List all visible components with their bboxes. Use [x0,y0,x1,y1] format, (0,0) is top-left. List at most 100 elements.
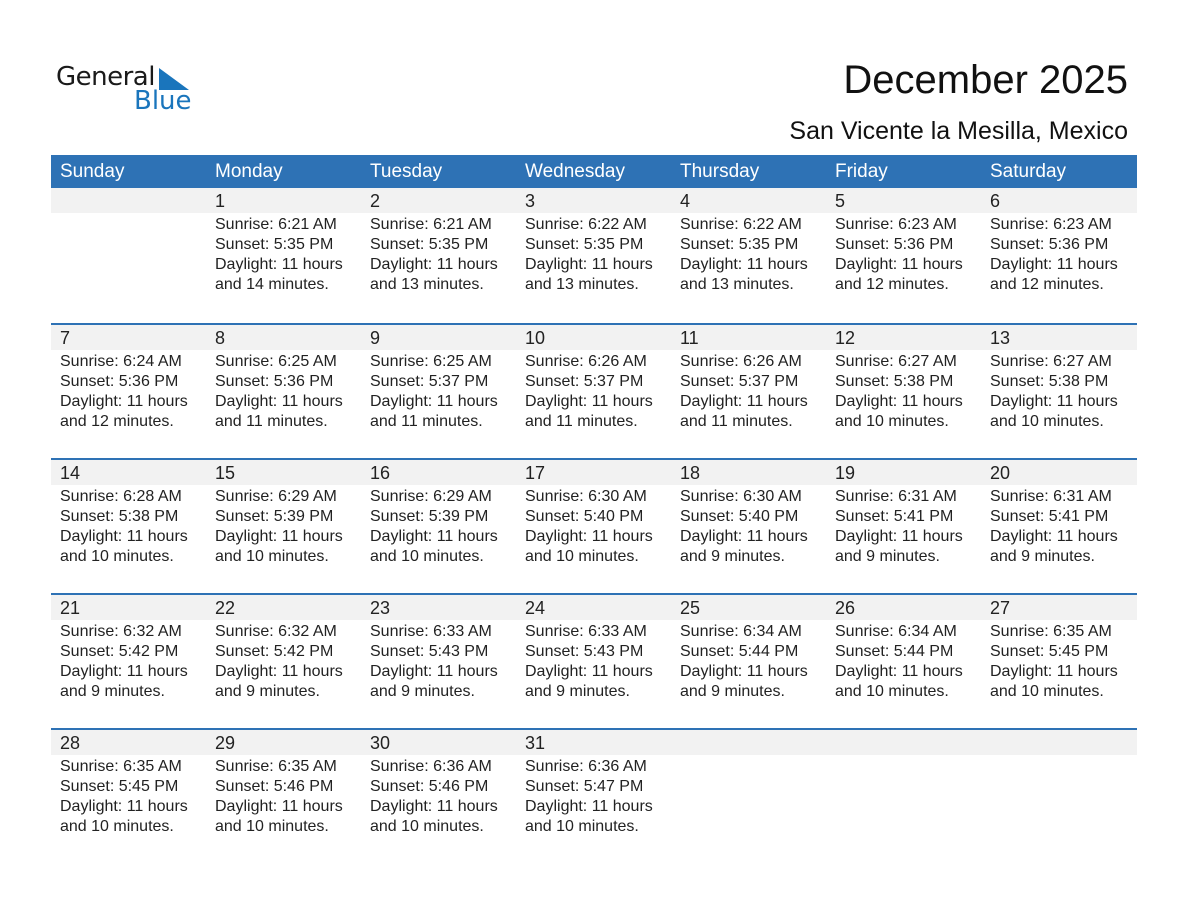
sunrise-text: Sunrise: 6:36 AM [525,758,647,775]
daylight-minutes-text: and 9 minutes. [215,683,320,700]
day-number: 9 [370,328,381,348]
daylight-text: Daylight: 11 hours [215,393,343,410]
daylight-minutes-text: and 9 minutes. [990,548,1095,565]
day-number: 12 [835,328,856,348]
daylight-minutes-text: and 11 minutes. [370,413,483,430]
day-cell: 19 Sunrise: 6:31 AM Sunset: 5:41 PM Dayligh… [826,460,981,567]
daylight-minutes-text: and 10 minutes. [990,683,1104,700]
sunrise-text: Sunrise: 6:21 AM [215,216,337,233]
daylight-minutes-text: and 9 minutes. [680,683,785,700]
sunset-text: Sunset: 5:37 PM [680,373,799,390]
day-cell: 1 Sunrise: 6:21 AM Sunset: 5:35 PM Daylight… [206,188,361,295]
day-cell: 24 Sunrise: 6:33 AM Sunset: 5:43 PM Dayligh… [516,595,671,702]
day-number: 29 [215,733,236,753]
sunset-text: Sunset: 5:35 PM [525,236,644,253]
daylight-minutes-text: and 10 minutes. [835,413,949,430]
sunset-text: Sunset: 5:45 PM [60,778,179,795]
day-cell: 12 Sunrise: 6:27 AM Sunset: 5:38 PM Dayligh… [826,325,981,432]
day-number: 1 [215,191,226,211]
sunrise-text: Sunrise: 6:25 AM [215,353,337,370]
daylight-text: Daylight: 11 hours [215,798,343,815]
daylight-text: Daylight: 11 hours [60,798,188,815]
date-strip [51,188,1137,213]
week-row: 28 Sunrise: 6:35 AM Sunset: 5:45 PM Dayligh… [51,728,1137,863]
sunrise-text: Sunrise: 6:34 AM [680,623,802,640]
day-number: 6 [990,191,1001,211]
sunset-text: Sunset: 5:42 PM [215,643,334,660]
day-number: 24 [525,598,546,618]
sunrise-text: Sunrise: 6:22 AM [525,216,647,233]
sunset-text: Sunset: 5:35 PM [215,236,334,253]
daylight-minutes-text: and 12 minutes. [60,413,174,430]
daylight-text: Daylight: 11 hours [990,256,1118,273]
sunrise-text: Sunrise: 6:23 AM [835,216,957,233]
day-number: 22 [215,598,236,618]
sunrise-text: Sunrise: 6:29 AM [215,488,337,505]
day-cell: 5 Sunrise: 6:23 AM Sunset: 5:36 PM Daylight… [826,188,981,295]
daylight-minutes-text: and 13 minutes. [370,276,484,293]
day-number: 17 [525,463,546,483]
sunset-text: Sunset: 5:43 PM [525,643,644,660]
daylight-minutes-text: and 10 minutes. [370,818,484,835]
empty-cell [826,730,981,837]
daylight-minutes-text: and 11 minutes. [680,413,793,430]
day-number: 20 [990,463,1011,483]
sunrise-text: Sunrise: 6:31 AM [990,488,1112,505]
day-number: 10 [525,328,546,348]
daylight-minutes-text: and 10 minutes. [215,548,329,565]
day-number: 30 [370,733,391,753]
day-number: 27 [990,598,1011,618]
daylight-minutes-text: and 11 minutes. [215,413,328,430]
sunset-text: Sunset: 5:47 PM [525,778,644,795]
daylight-text: Daylight: 11 hours [370,256,498,273]
sunrise-text: Sunrise: 6:35 AM [215,758,337,775]
daylight-minutes-text: and 9 minutes. [370,683,475,700]
sunrise-text: Sunrise: 6:23 AM [990,216,1112,233]
daylight-text: Daylight: 11 hours [525,256,653,273]
sunrise-text: Sunrise: 6:26 AM [525,353,647,370]
day-cell: 17 Sunrise: 6:30 AM Sunset: 5:40 PM Dayligh… [516,460,671,567]
day-number: 5 [835,191,846,211]
daylight-minutes-text: and 14 minutes. [215,276,329,293]
sunrise-text: Sunrise: 6:29 AM [370,488,492,505]
logo-triangle-icon [159,68,189,90]
sunset-text: Sunset: 5:41 PM [835,508,954,525]
day-cell: 27 Sunrise: 6:35 AM Sunset: 5:45 PM Dayligh… [981,595,1136,702]
day-number: 21 [60,598,81,618]
daylight-text: Daylight: 11 hours [835,393,963,410]
daylight-text: Daylight: 11 hours [60,393,188,410]
daylight-text: Daylight: 11 hours [60,528,188,545]
day-number: 11 [680,328,699,348]
day-cell: 25 Sunrise: 6:34 AM Sunset: 5:44 PM Dayligh… [671,595,826,702]
daylight-text: Daylight: 11 hours [680,256,808,273]
daylight-minutes-text: and 10 minutes. [60,548,174,565]
daylight-text: Daylight: 11 hours [680,393,808,410]
day-number: 26 [835,598,856,618]
day-number: 4 [680,191,691,211]
day-cell: 26 Sunrise: 6:34 AM Sunset: 5:44 PM Dayligh… [826,595,981,702]
sunrise-text: Sunrise: 6:32 AM [215,623,337,640]
day-cell: 10 Sunrise: 6:26 AM Sunset: 5:37 PM Dayligh… [516,325,671,432]
daylight-minutes-text: and 9 minutes. [525,683,630,700]
day-cell: 4 Sunrise: 6:22 AM Sunset: 5:35 PM Daylight… [671,188,826,295]
day-cell: 14 Sunrise: 6:28 AM Sunset: 5:38 PM Dayligh… [51,460,206,567]
sunset-text: Sunset: 5:40 PM [680,508,799,525]
day-number: 28 [60,733,81,753]
sunset-text: Sunset: 5:35 PM [680,236,799,253]
sunset-text: Sunset: 5:36 PM [215,373,334,390]
sunrise-text: Sunrise: 6:30 AM [680,488,802,505]
daylight-text: Daylight: 11 hours [215,663,343,680]
daylight-minutes-text: and 9 minutes. [835,548,940,565]
empty-cell [981,730,1136,837]
daylight-text: Daylight: 11 hours [835,528,963,545]
sunset-text: Sunset: 5:38 PM [835,373,954,390]
daylight-minutes-text: and 11 minutes. [525,413,638,430]
day-number: 15 [215,463,236,483]
daylight-text: Daylight: 11 hours [525,528,653,545]
day-number: 14 [60,463,81,483]
weekday-tuesday: Tuesday [370,161,443,182]
daylight-minutes-text: and 13 minutes. [680,276,794,293]
daylight-text: Daylight: 11 hours [60,663,188,680]
day-cell: 9 Sunrise: 6:25 AM Sunset: 5:37 PM Daylight… [361,325,516,432]
sunset-text: Sunset: 5:36 PM [990,236,1109,253]
